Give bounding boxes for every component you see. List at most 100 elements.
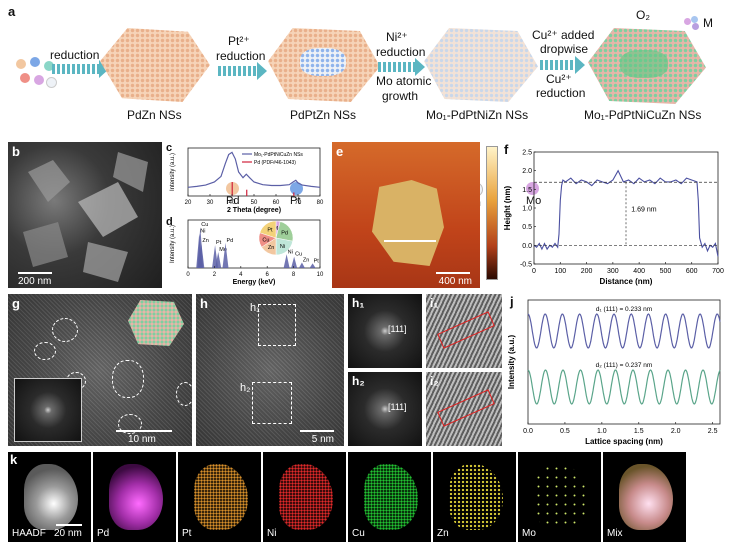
edx-peak [198, 242, 205, 268]
panel-label-a: a [8, 4, 16, 19]
fft-h1-index: [111] [388, 324, 407, 334]
x-tick-label: 200 [581, 268, 593, 275]
y-axis-label: Intensity (a.u.) [507, 335, 516, 390]
x-axis-label: Energy (keV) [233, 279, 276, 286]
panel-label-h: h [200, 296, 208, 311]
x-tick-label: 8 [292, 272, 296, 278]
x-tick-label: 50 [251, 200, 258, 206]
map-pd: Pd [93, 452, 176, 542]
map-label: Ni [267, 528, 277, 539]
grain-outline [118, 414, 142, 434]
fringe-i1: i₁ [426, 294, 502, 368]
arrow1-head-icon [99, 60, 109, 78]
fft-h2: h₂ [111] [348, 372, 422, 446]
arrow3-extra2: growth [382, 89, 419, 103]
x-axis-label: 2 Theta (degree) [227, 207, 281, 214]
legend-label: Pd (PDF#46-1043) [254, 160, 296, 166]
fft-h1: h₁ [111] [348, 294, 422, 368]
panel-label-e: e [336, 144, 344, 159]
arrow3-head-icon [415, 58, 425, 76]
step2-label: PdPtZn NSs [290, 108, 357, 122]
height-profile-line [533, 169, 719, 257]
height-annotation: 1.69 nm [631, 207, 656, 214]
y-tick-label: 0.5 [522, 224, 532, 231]
panel-label-g: g [12, 296, 20, 311]
panel-label-f: f [504, 142, 509, 157]
arrow2-bottom: reduction [216, 49, 266, 63]
x-tick-label: 6 [266, 272, 270, 278]
fft-h2-label: h₂ [352, 374, 365, 388]
grain-outline [176, 382, 192, 406]
scalebar-g-line [116, 430, 172, 432]
y-tick-label: 2.5 [522, 150, 532, 157]
edx-peak [222, 242, 229, 268]
scalebar-e-text: 400 nm [438, 276, 472, 287]
arrow4-icon [540, 60, 576, 70]
pie-slice [259, 220, 277, 239]
x-tick-label: 60 [273, 200, 280, 206]
arrow3-bottom: reduction [376, 45, 426, 59]
fft-h2-index: [111] [388, 402, 407, 412]
arrow4-top: Cu²⁺ added [532, 28, 595, 42]
chart-j: d₁ (111) = 0.233 nm d₂ (111) = 0.237 nm 0.… [507, 299, 721, 446]
pie-slice-label: Ni [280, 244, 285, 250]
x-tick-label: 0.0 [523, 428, 533, 435]
x-axis-label: Lattice spacing (nm) [585, 437, 663, 446]
plot-frame [527, 299, 721, 425]
y-tick-label: -0.5 [520, 262, 532, 269]
x-tick-label: 10 [317, 272, 324, 278]
arrow2-top: Pt²⁺ [228, 34, 250, 48]
legend-label: Mo₁-PdPtNiCuZn NSs [254, 152, 303, 158]
pie-slice-label: Zn [268, 245, 274, 251]
x-tick-label: 70 [295, 200, 302, 206]
afm-image-e: 400 nm [332, 142, 480, 288]
map-label: Cu [352, 528, 365, 539]
edx-peak [298, 262, 305, 268]
x-tick-label: 40 [229, 200, 236, 206]
y-axis-label: Intensity (a.u.) [170, 225, 176, 263]
arrow2-icon [218, 66, 258, 76]
sem-flakes [23, 152, 148, 282]
scalebar-b-text: 200 nm [18, 276, 52, 287]
x-tick-label: 1.0 [597, 428, 607, 435]
scalebar-g-text: 10 nm [128, 434, 156, 445]
edx-peak-label: Pt [314, 258, 320, 264]
plot-frame [187, 219, 321, 269]
step1-label: PdZn NSs [127, 108, 182, 122]
x-tick-label: 2.5 [708, 428, 718, 435]
chart-c: 20 30 40 50 60 70 80 2 Theta (degree) Intensity … [170, 147, 324, 214]
pie-slice-label: Cu [262, 237, 269, 243]
precursor-spheres [14, 55, 58, 95]
map-mo: Mo [518, 452, 601, 542]
step3-label: Mo₁-PdPtNiZn NSs [426, 108, 529, 122]
map-ni: Ni [263, 452, 346, 542]
x-tick-label: 30 [207, 200, 214, 206]
grain-outline [112, 360, 144, 398]
edx-peak-label: Zn [202, 238, 208, 244]
scalebar-h-text: 5 nm [311, 434, 334, 445]
edx-peak [215, 252, 222, 268]
x-tick-label: 0 [532, 268, 536, 275]
nanosheet-pdptzn-pt [300, 48, 346, 76]
arrow4-head-icon [575, 56, 585, 74]
arrow4-bottom: Cu²⁺ [546, 72, 572, 86]
inset-fft-g [14, 378, 82, 442]
hrtem-image-g: 10 nm [8, 294, 192, 446]
map-label: Zn [437, 528, 449, 539]
arrow3-top: Ni²⁺ [386, 30, 408, 44]
x-tick-label: 0 [186, 272, 190, 278]
region-h2-label: h₂ [240, 382, 251, 394]
series-label: d₂ (111) = 0.237 nm [596, 362, 653, 369]
map-label: HAADF [12, 528, 46, 539]
afm-profile-line [384, 240, 436, 242]
map-label: Mix [607, 528, 623, 539]
edx-peak-label: Zn [303, 258, 309, 264]
x-tick-label: 300 [607, 268, 619, 275]
grain-outline [52, 318, 78, 342]
edx-peak-label: Cu [295, 252, 302, 258]
scalebar-b-line [18, 272, 52, 274]
fringe-i2-box [437, 389, 495, 427]
grain-outline [34, 342, 56, 360]
edx-peak [283, 254, 290, 268]
nanosheet-mo1-pdptnizn [424, 28, 538, 102]
